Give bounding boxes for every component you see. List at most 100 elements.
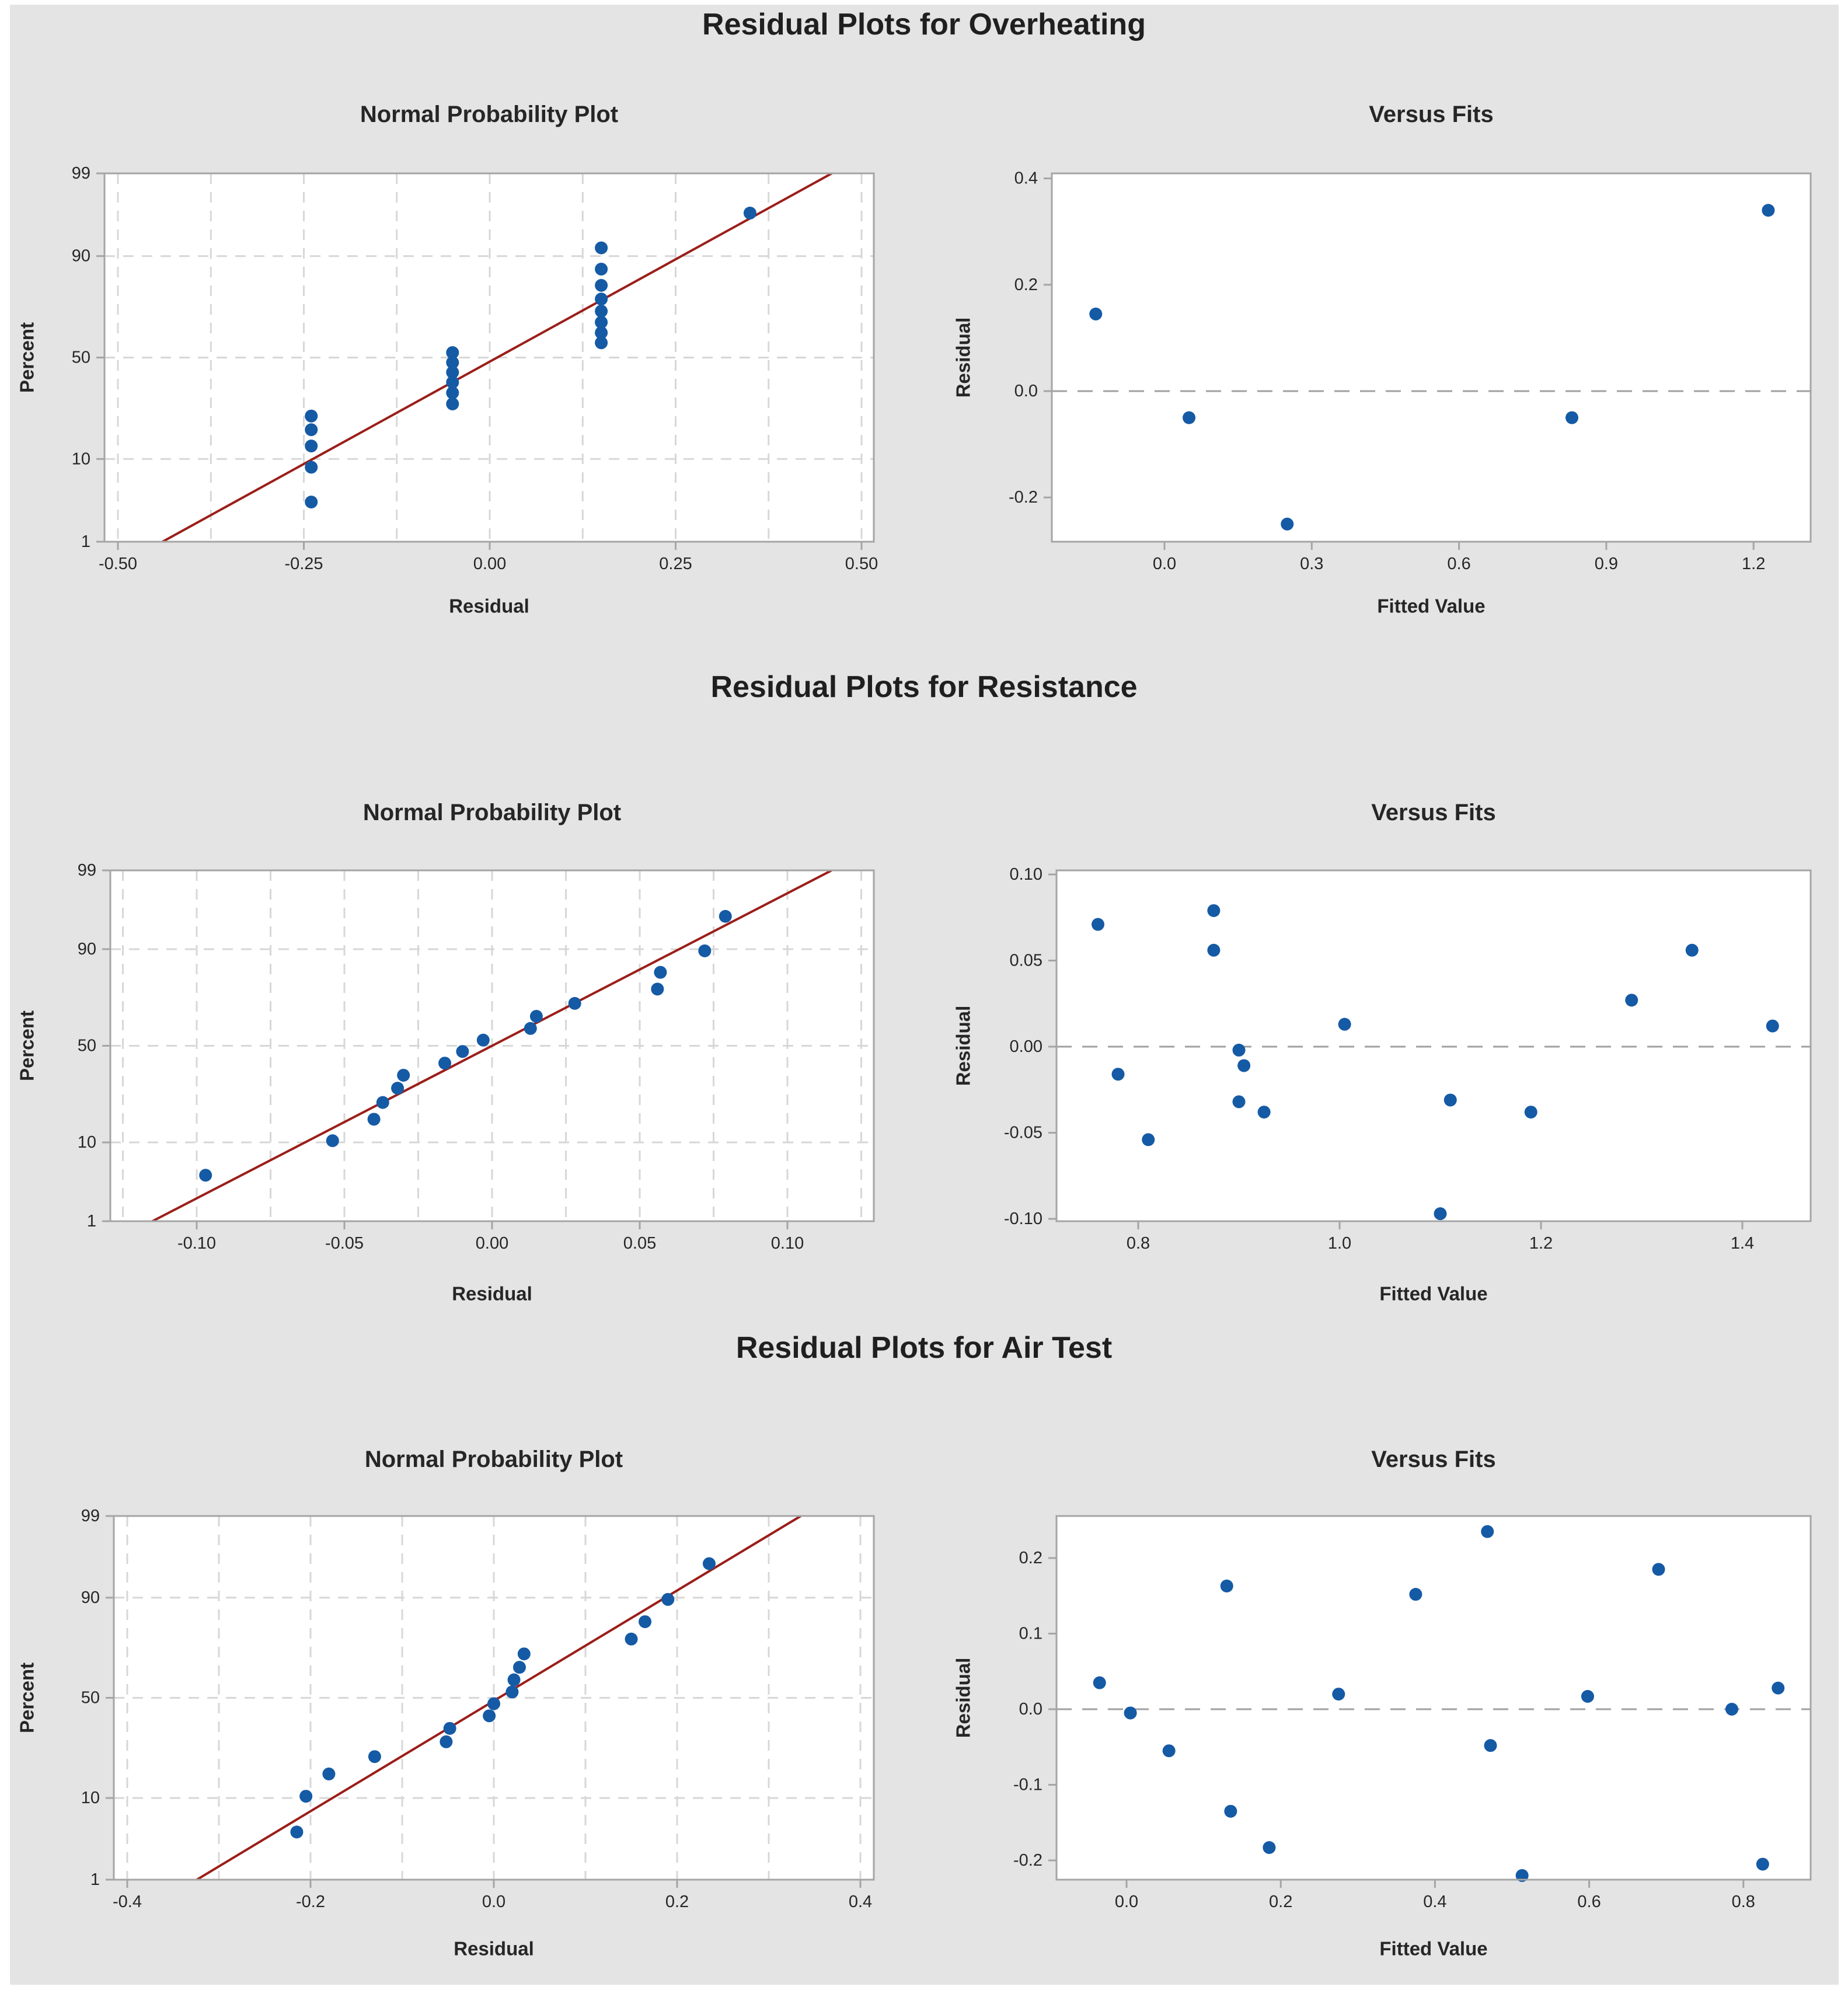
npp-data-point xyxy=(305,409,318,423)
npp-x-tick-label: 0.50 xyxy=(845,555,878,573)
npp-x-tick-label: 0.05 xyxy=(623,1234,656,1253)
vf-x-axis-label: Fitted Value xyxy=(1379,1938,1487,1960)
npp-x-tick-label: 0.0 xyxy=(482,1893,505,1911)
npp-y-tick-label: 99 xyxy=(72,164,90,183)
vf-y-tick-label: 0.05 xyxy=(1010,952,1042,970)
npp-fit-line xyxy=(152,869,832,1222)
vf-data-point xyxy=(1257,1106,1271,1119)
vf-x-tick-label: 1.4 xyxy=(1731,1234,1754,1253)
vf-data-point xyxy=(1565,411,1579,424)
vf-plot-area xyxy=(1057,1516,1811,1880)
npp-data-point xyxy=(391,1082,405,1095)
npp-data-point xyxy=(568,996,581,1010)
npp-data-point xyxy=(299,1790,313,1803)
vf-y-tick-label: -0.2 xyxy=(1009,488,1038,507)
vf-y-tick-label: -0.1 xyxy=(1013,1776,1042,1794)
npp-data-point xyxy=(446,365,459,379)
npp-x-tick-label: -0.05 xyxy=(325,1234,364,1253)
vf-data-point xyxy=(1332,1688,1345,1701)
vf-x-tick-label: 0.8 xyxy=(1732,1893,1755,1911)
npp-x-tick-label: -0.50 xyxy=(99,555,137,573)
vf-frame xyxy=(1051,172,1812,543)
npp-data-point xyxy=(654,966,667,979)
npp-y-tick-label: 1 xyxy=(90,1870,100,1889)
vf-data-point xyxy=(1162,1744,1176,1758)
npp-data-point xyxy=(397,1068,410,1082)
npp-data-point xyxy=(443,1721,456,1735)
vf-x-tick-label: 0.6 xyxy=(1447,555,1470,573)
vf-y-axis-label: Residual xyxy=(953,318,974,398)
vf-data-point xyxy=(1766,1019,1779,1033)
vf-x-tick-label: 1.2 xyxy=(1529,1234,1553,1253)
npp-data-point xyxy=(487,1697,500,1710)
npp-x-tick-label: 0.25 xyxy=(659,555,692,573)
vf-x-tick-label: 0.6 xyxy=(1577,1893,1601,1911)
npp-data-point xyxy=(625,1632,638,1646)
vf-data-point xyxy=(1481,1525,1494,1538)
npp-y-axis-label: Percent xyxy=(16,1010,38,1081)
npp-y-axis-label: Percent xyxy=(16,1663,38,1733)
npp-x-tick-label: -0.25 xyxy=(284,555,323,573)
npp-x-tick-label: 0.10 xyxy=(771,1234,804,1253)
npp-y-tick-label: 1 xyxy=(81,532,90,551)
vf-data-point xyxy=(1515,1869,1529,1882)
npp-x-tick-label: 0.00 xyxy=(476,1234,508,1253)
vf-data-point xyxy=(1281,517,1294,531)
npp-y-tick-label: 99 xyxy=(81,1507,100,1525)
vf-x-tick-label: 0.0 xyxy=(1115,1893,1138,1911)
vf-x-axis-label: Fitted Value xyxy=(1379,1283,1487,1305)
vf-data-point xyxy=(1142,1133,1155,1146)
npp-data-point xyxy=(476,1033,490,1047)
vf-x-tick-label: 1.0 xyxy=(1328,1234,1351,1253)
npp-subtitle: Normal Probability Plot xyxy=(365,1447,623,1472)
npp-x-axis-label: Residual xyxy=(452,1283,532,1305)
npp-data-point xyxy=(639,1615,652,1629)
npp-data-point xyxy=(595,305,608,318)
vf-data-point xyxy=(1232,1043,1246,1057)
vf-frame xyxy=(1055,1515,1812,1881)
vf-subtitle: Versus Fits xyxy=(1371,1447,1495,1472)
npp-data-point xyxy=(651,982,664,996)
section-title-overheating: Residual Plots for Overheating xyxy=(702,8,1146,41)
npp-data-point xyxy=(524,1022,537,1035)
npp-y-tick-label: 90 xyxy=(81,1588,100,1607)
vf-data-point xyxy=(1092,918,1104,931)
vf-data-point xyxy=(1762,204,1775,217)
npp-data-point xyxy=(367,1113,381,1126)
vf-data-point xyxy=(1220,1579,1233,1592)
vf-x-axis-label: Fitted Value xyxy=(1377,595,1485,617)
npp-data-point xyxy=(322,1767,336,1780)
npp-y-tick-label: 90 xyxy=(72,247,90,266)
npp-data-point xyxy=(456,1045,469,1058)
npp-x-tick-label: -0.10 xyxy=(177,1234,216,1253)
npp-data-point xyxy=(702,1557,716,1570)
npp-data-point xyxy=(368,1750,381,1764)
vf-data-point xyxy=(1524,1106,1537,1119)
vf-data-point xyxy=(1093,1676,1106,1689)
npp-y-tick-label: 50 xyxy=(81,1689,100,1707)
npp-subtitle: Normal Probability Plot xyxy=(360,102,618,127)
vf-data-point xyxy=(1581,1689,1594,1703)
npp-data-point xyxy=(446,356,459,370)
npp-y-tick-label: 50 xyxy=(72,348,90,367)
npp-data-point xyxy=(305,423,318,437)
vf-y-tick-label: -0.2 xyxy=(1013,1851,1042,1870)
npp-data-point xyxy=(517,1647,531,1661)
vf-data-point xyxy=(1434,1207,1447,1221)
vf-x-tick-label: 1.2 xyxy=(1742,555,1765,573)
npp-y-axis-label: Percent xyxy=(16,322,38,393)
npp-x-tick-label: -0.2 xyxy=(296,1893,325,1911)
vf-y-tick-label: 0.2 xyxy=(1014,276,1038,294)
npp-data-point xyxy=(595,326,608,340)
vf-data-point xyxy=(1685,943,1699,957)
npp-y-tick-label: 50 xyxy=(78,1037,96,1055)
npp-data-point xyxy=(305,496,318,509)
npp-x-tick-label: -0.4 xyxy=(113,1893,142,1911)
npp-data-point xyxy=(446,375,459,389)
npp-x-tick-label: 0.2 xyxy=(665,1893,689,1911)
npp-y-tick-label: 99 xyxy=(78,861,96,880)
vf-data-point xyxy=(1124,1706,1137,1720)
npp-data-point xyxy=(743,206,756,219)
vf-data-point xyxy=(1111,1068,1125,1081)
